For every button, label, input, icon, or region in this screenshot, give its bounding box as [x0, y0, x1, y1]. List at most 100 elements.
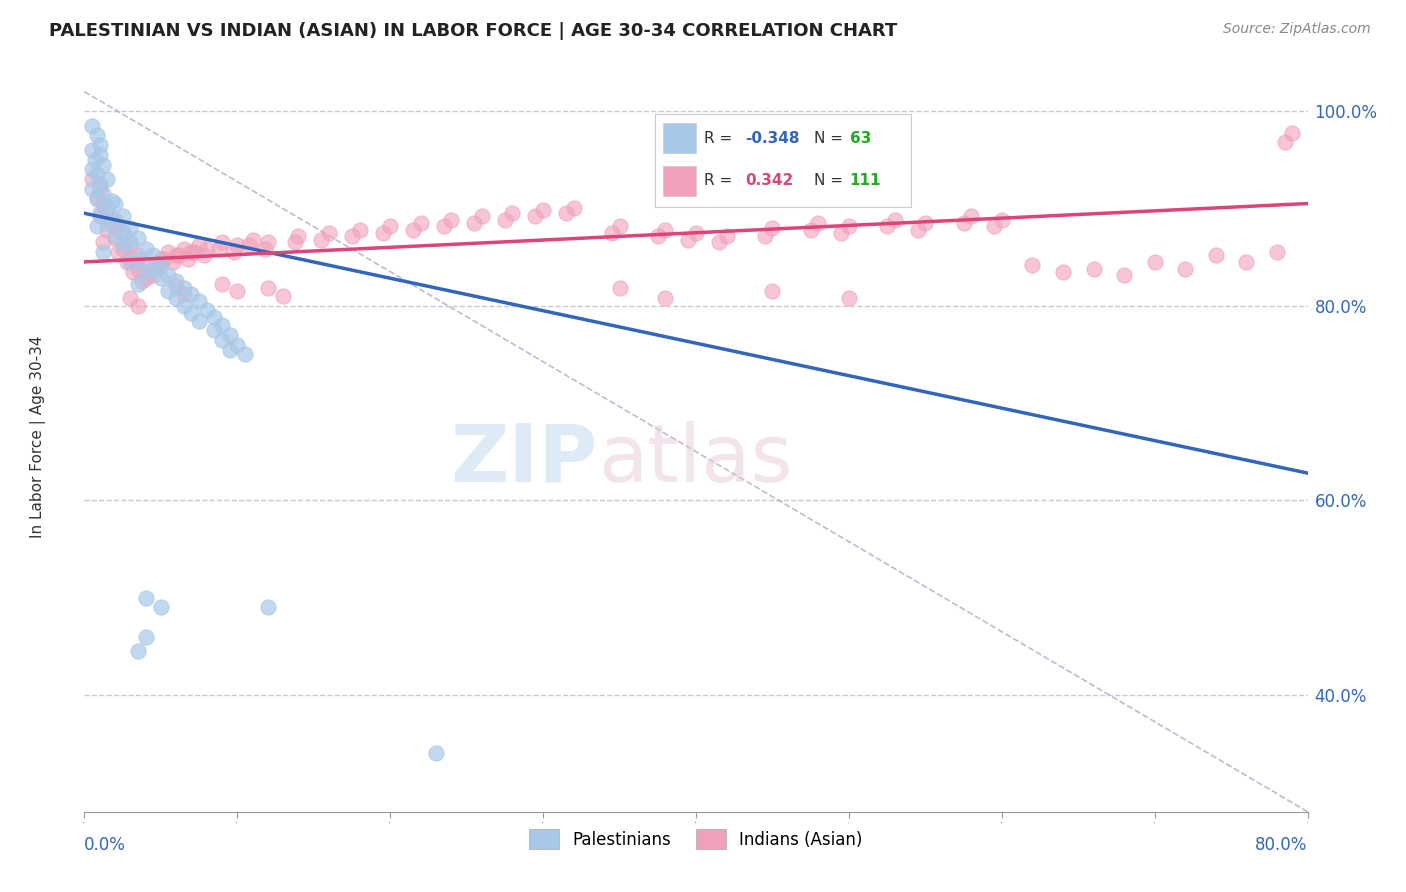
- Text: N =: N =: [814, 130, 848, 145]
- Text: ZIP: ZIP: [451, 420, 598, 499]
- Point: [1205, 248, 1227, 262]
- Point: [494, 213, 516, 227]
- Point: [96, 172, 118, 186]
- Point: [84, 153, 107, 167]
- Point: [211, 235, 233, 250]
- Point: [952, 216, 974, 230]
- Point: [80, 182, 103, 196]
- Point: [127, 230, 149, 244]
- Point: [173, 281, 195, 295]
- Point: [754, 228, 776, 243]
- Point: [807, 216, 830, 230]
- Point: [838, 219, 860, 233]
- Point: [111, 225, 134, 239]
- Point: [907, 223, 929, 237]
- Point: [107, 245, 129, 260]
- Point: [1052, 265, 1074, 279]
- Point: [120, 238, 142, 252]
- Point: [127, 299, 149, 313]
- Point: [193, 248, 215, 262]
- Point: [80, 162, 103, 177]
- Point: [463, 216, 485, 230]
- Point: [180, 306, 202, 320]
- Point: [349, 223, 371, 237]
- Point: [104, 196, 127, 211]
- Point: [101, 213, 124, 227]
- Point: [111, 238, 134, 252]
- Point: [284, 235, 307, 250]
- Point: [91, 235, 114, 250]
- Point: [562, 202, 585, 216]
- Point: [1021, 258, 1043, 272]
- Point: [242, 233, 264, 247]
- Point: [127, 644, 149, 658]
- Text: Source: ZipAtlas.com: Source: ZipAtlas.com: [1223, 22, 1371, 37]
- Point: [162, 255, 184, 269]
- Point: [647, 228, 669, 243]
- Point: [86, 190, 108, 204]
- Point: [654, 291, 676, 305]
- Point: [80, 172, 103, 186]
- Point: [80, 119, 103, 133]
- Point: [883, 213, 905, 227]
- Point: [135, 258, 157, 272]
- Point: [609, 281, 631, 295]
- Point: [991, 213, 1014, 227]
- Point: [287, 228, 309, 243]
- Point: [226, 284, 249, 298]
- Point: [761, 220, 783, 235]
- Point: [135, 242, 157, 256]
- Point: [555, 206, 578, 220]
- Text: 63: 63: [849, 130, 872, 145]
- Point: [238, 238, 260, 252]
- Point: [983, 219, 1005, 233]
- Point: [440, 213, 463, 227]
- Point: [226, 337, 249, 351]
- Point: [914, 216, 936, 230]
- Point: [173, 242, 195, 256]
- Point: [89, 209, 111, 223]
- Point: [89, 177, 111, 191]
- Point: [146, 258, 169, 272]
- Point: [96, 223, 118, 237]
- Point: [131, 274, 153, 288]
- Text: 80.0%: 80.0%: [1256, 836, 1308, 854]
- Text: In Labor Force | Age 30-34: In Labor Force | Age 30-34: [30, 335, 46, 539]
- Point: [180, 287, 202, 301]
- Point: [127, 252, 149, 266]
- Point: [195, 302, 218, 317]
- Point: [173, 299, 195, 313]
- Point: [80, 143, 103, 157]
- Point: [409, 216, 432, 230]
- Point: [127, 277, 149, 292]
- Point: [1114, 268, 1136, 282]
- Point: [218, 343, 240, 357]
- Point: [120, 291, 142, 305]
- Point: [89, 206, 111, 220]
- Point: [135, 591, 157, 605]
- Point: [120, 235, 142, 250]
- Text: PALESTINIAN VS INDIAN (ASIAN) IN LABOR FORCE | AGE 30-34 CORRELATION CHART: PALESTINIAN VS INDIAN (ASIAN) IN LABOR F…: [49, 22, 897, 40]
- Point: [111, 226, 134, 240]
- Point: [153, 252, 176, 266]
- Point: [111, 242, 134, 256]
- Point: [165, 248, 187, 262]
- Point: [253, 242, 276, 256]
- Point: [340, 228, 363, 243]
- Point: [838, 291, 860, 305]
- Point: [371, 226, 394, 240]
- Point: [208, 242, 231, 256]
- Point: [86, 219, 108, 233]
- Point: [218, 327, 240, 342]
- Text: atlas: atlas: [598, 420, 793, 499]
- Point: [678, 233, 700, 247]
- Point: [101, 194, 124, 208]
- Point: [115, 255, 138, 269]
- Point: [224, 245, 246, 260]
- Point: [149, 271, 172, 285]
- Point: [120, 220, 142, 235]
- Point: [165, 274, 187, 288]
- Point: [433, 219, 456, 233]
- Text: 0.0%: 0.0%: [84, 836, 127, 854]
- Point: [135, 271, 157, 285]
